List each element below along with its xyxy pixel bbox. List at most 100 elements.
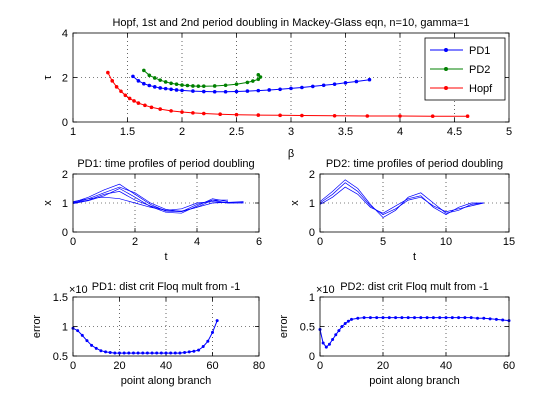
chart-title: Hopf, 1st and 2nd period doubling in Mac…	[112, 17, 469, 29]
x-tick-label: 4.5	[447, 126, 462, 138]
legend-marker	[444, 86, 448, 90]
data-point	[419, 316, 422, 319]
data-point	[131, 75, 135, 79]
legend-marker	[444, 48, 448, 52]
chart-panel-4: 0 20 40 60 80 0.5 1 1.5 PD1: dist crit Floq mult…	[31, 281, 265, 387]
data-point	[331, 338, 334, 341]
data-point	[165, 352, 168, 355]
data-point	[188, 350, 191, 353]
data-point	[350, 318, 353, 321]
data-point	[141, 352, 144, 355]
y-tick-label: 2	[309, 169, 315, 181]
chart-panel-2: 0 2 4 6 0 1 2 PD1: time profiles of period doub…	[42, 158, 262, 263]
y-axis-label: x	[42, 200, 54, 206]
data-point	[191, 89, 195, 93]
data-point	[146, 352, 149, 355]
data-point	[202, 90, 206, 94]
data-point	[426, 316, 429, 319]
data-point	[388, 316, 391, 319]
y-axis-label: x	[289, 200, 301, 206]
data-point	[246, 89, 250, 93]
data-point	[451, 316, 454, 319]
data-point	[151, 352, 154, 355]
data-point	[476, 317, 479, 320]
y-axis-label: τ	[42, 75, 54, 80]
data-point	[76, 329, 79, 332]
y-tick-label: 4	[62, 28, 68, 40]
data-point	[344, 322, 347, 325]
chart-title: PD2: dist crit Floq mult from -1	[340, 281, 489, 293]
data-point	[113, 352, 116, 355]
data-point	[398, 114, 402, 118]
data-point	[148, 84, 152, 88]
chart-panel-5: 0 20 40 6000.51PD2: dist crit Floq mult fro…	[278, 281, 515, 387]
x-tick-label: 20	[377, 360, 389, 372]
legend-label: PD1	[469, 45, 490, 57]
x-tick-label: 60	[206, 360, 218, 372]
data-point	[344, 81, 348, 85]
chart-title: PD1: time profiles of period doubling	[77, 158, 254, 170]
data-point	[431, 114, 435, 118]
data-point	[363, 316, 366, 319]
x-axis-label: t	[413, 251, 416, 263]
y-tick-label: 0.5	[53, 351, 68, 363]
data-point	[278, 87, 282, 91]
chart-title: PD1: dist crit Floq mult from -1	[92, 281, 241, 293]
data-point	[169, 109, 173, 113]
x-tick-label: 0	[317, 236, 323, 248]
data-point	[337, 329, 340, 332]
x-tick-label: 10	[440, 236, 452, 248]
data-point	[300, 86, 304, 90]
x-tick-label: 4	[397, 126, 403, 138]
x-tick-label: 6	[256, 236, 262, 248]
data-point	[137, 101, 141, 105]
data-point	[180, 110, 184, 114]
x-tick-label: 4	[194, 236, 200, 248]
legend-marker	[444, 67, 448, 71]
y-tick-label: 0	[309, 351, 315, 363]
data-point	[150, 106, 154, 110]
data-point	[356, 317, 359, 320]
data-point	[369, 316, 372, 319]
x-tick-label: 60	[503, 360, 515, 372]
data-point	[382, 316, 385, 319]
data-point	[202, 112, 206, 116]
data-point	[142, 69, 146, 73]
data-point	[99, 349, 102, 352]
data-point	[119, 89, 123, 93]
chart-panel-1: 1 1.5 2 2.5 3 3.5 4 4.5 5 0 2 4 Hopf, 1st and 2nd pe…	[42, 17, 512, 160]
data-point	[123, 352, 126, 355]
data-point	[137, 79, 141, 83]
data-point	[153, 85, 157, 89]
legend-label: Hopf	[469, 83, 493, 95]
chart-title: PD2: time profiles of period doubling	[326, 158, 503, 170]
data-point	[235, 82, 239, 86]
x-tick-label: 2.5	[229, 126, 244, 138]
x-tick-label: 1	[70, 126, 76, 138]
data-point	[235, 90, 239, 94]
x-tick-label: 1.5	[120, 126, 135, 138]
chart-panel-3: 0 5 10 15012PD2: time profiles of period do…	[289, 158, 515, 263]
data-point	[202, 84, 206, 88]
data-point	[251, 79, 255, 83]
x-tick-label: 0	[317, 360, 323, 372]
data-point	[445, 316, 448, 319]
data-point	[81, 334, 84, 337]
data-point	[104, 350, 107, 353]
data-point	[164, 87, 168, 91]
data-point	[375, 316, 378, 319]
data-point	[158, 86, 162, 90]
data-point	[489, 317, 492, 320]
x-axis-label: t	[164, 251, 167, 263]
data-point	[90, 344, 93, 347]
data-point	[127, 352, 130, 355]
data-point	[109, 351, 112, 354]
data-point	[311, 85, 315, 89]
data-point	[110, 79, 114, 83]
data-point	[224, 83, 228, 87]
data-point	[213, 90, 217, 94]
x-tick-label: 3	[288, 126, 294, 138]
x-tick-label: 15	[503, 236, 515, 248]
data-point	[333, 82, 337, 86]
